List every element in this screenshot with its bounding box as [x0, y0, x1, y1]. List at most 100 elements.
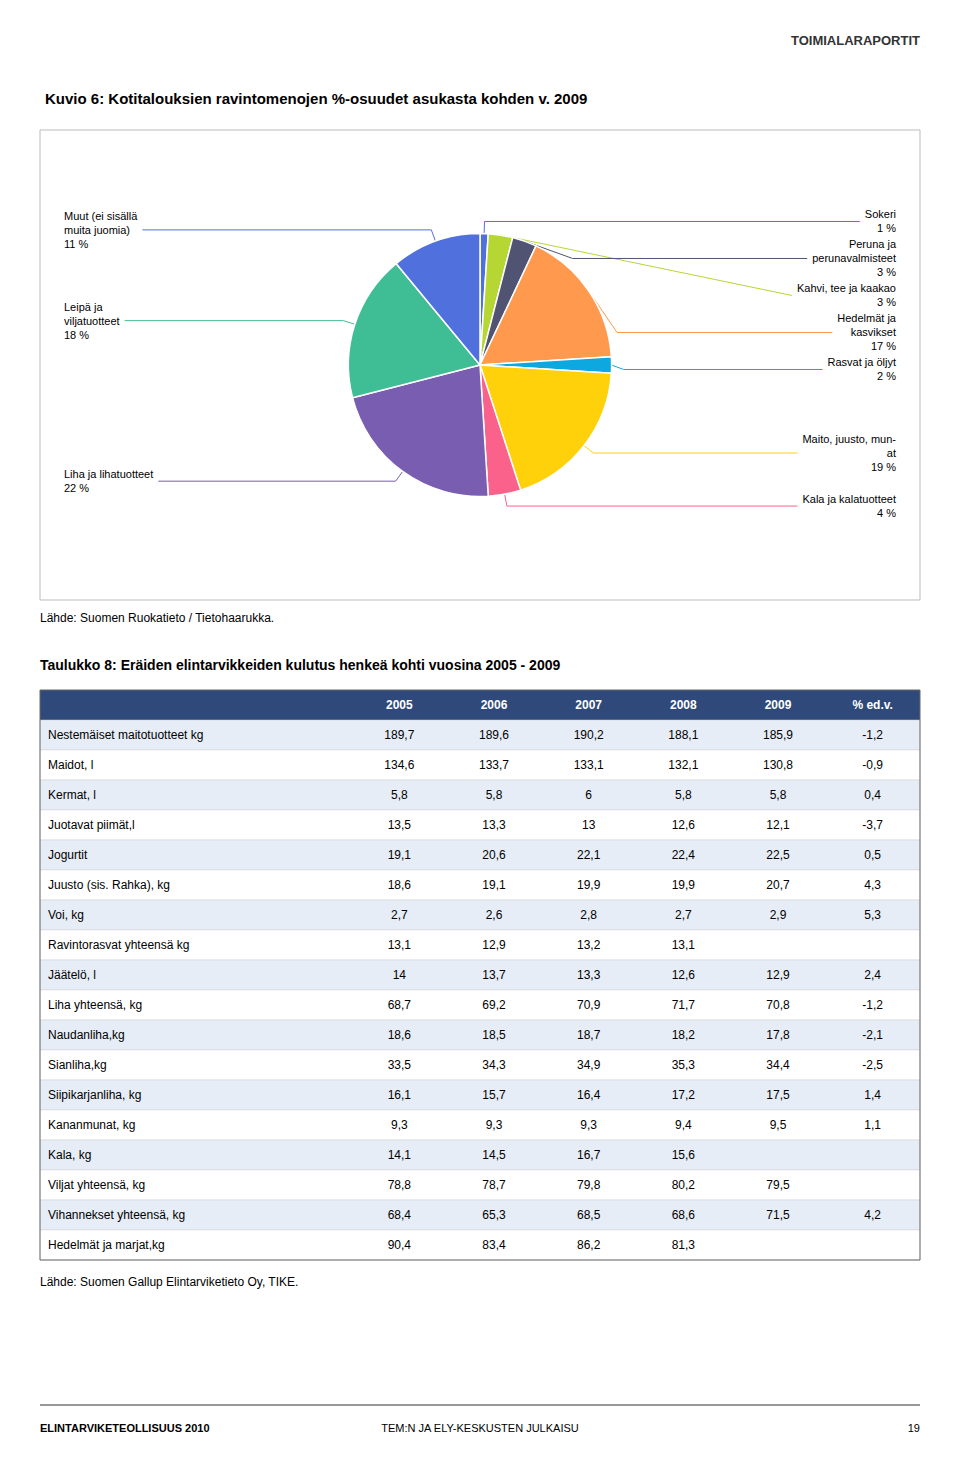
svg-text:16,4: 16,4: [577, 1088, 601, 1102]
svg-text:13,1: 13,1: [388, 938, 412, 952]
svg-text:13,7: 13,7: [482, 968, 506, 982]
svg-text:13,2: 13,2: [577, 938, 601, 952]
svg-text:% ed.v.: % ed.v.: [852, 698, 892, 712]
svg-text:9,4: 9,4: [675, 1118, 692, 1132]
svg-text:Liha ja lihatuotteet: Liha ja lihatuotteet: [64, 468, 153, 480]
svg-text:-0,9: -0,9: [862, 758, 883, 772]
svg-text:2,7: 2,7: [391, 908, 408, 922]
svg-text:9,3: 9,3: [391, 1118, 408, 1132]
svg-text:9,5: 9,5: [770, 1118, 787, 1132]
svg-text:2,4: 2,4: [864, 968, 881, 982]
svg-text:9,3: 9,3: [580, 1118, 597, 1132]
svg-text:Kala ja kalatuotteet: Kala ja kalatuotteet: [802, 493, 896, 505]
svg-text:33,5: 33,5: [388, 1058, 412, 1072]
svg-text:6: 6: [585, 788, 592, 802]
svg-text:15,6: 15,6: [672, 1148, 696, 1162]
svg-text:78,7: 78,7: [482, 1178, 506, 1192]
svg-text:132,1: 132,1: [668, 758, 698, 772]
svg-text:18,7: 18,7: [577, 1028, 601, 1042]
svg-text:2,6: 2,6: [486, 908, 503, 922]
svg-text:68,4: 68,4: [388, 1208, 412, 1222]
svg-text:2007: 2007: [575, 698, 602, 712]
svg-text:5,8: 5,8: [770, 788, 787, 802]
svg-text:65,3: 65,3: [482, 1208, 506, 1222]
svg-text:130,8: 130,8: [763, 758, 793, 772]
svg-text:4,3: 4,3: [864, 878, 881, 892]
svg-text:-1,2: -1,2: [862, 998, 883, 1012]
svg-text:viljatuotteet: viljatuotteet: [64, 315, 120, 327]
svg-text:80,2: 80,2: [672, 1178, 696, 1192]
svg-text:13,5: 13,5: [388, 818, 412, 832]
svg-text:12,6: 12,6: [672, 818, 696, 832]
svg-text:Leipä ja: Leipä ja: [64, 301, 103, 313]
svg-text:20,7: 20,7: [766, 878, 790, 892]
svg-text:4,2: 4,2: [864, 1208, 881, 1222]
svg-text:Viljat yhteensä, kg: Viljat yhteensä, kg: [48, 1178, 145, 1192]
svg-text:22 %: 22 %: [64, 482, 89, 494]
svg-text:1 %: 1 %: [877, 222, 896, 234]
svg-text:-1,2: -1,2: [862, 728, 883, 742]
svg-text:muita juomia): muita juomia): [64, 224, 130, 236]
svg-text:Kermat, l: Kermat, l: [48, 788, 96, 802]
svg-text:19,1: 19,1: [388, 848, 412, 862]
svg-text:14,5: 14,5: [482, 1148, 506, 1162]
svg-text:Vihannekset yhteensä, kg: Vihannekset yhteensä, kg: [48, 1208, 185, 1222]
svg-text:189,6: 189,6: [479, 728, 509, 742]
svg-text:5,8: 5,8: [391, 788, 408, 802]
svg-text:Juusto (sis. Rahka), kg: Juusto (sis. Rahka), kg: [48, 878, 170, 892]
svg-text:Jogurtit: Jogurtit: [48, 848, 88, 862]
svg-text:Naudanliha,kg: Naudanliha,kg: [48, 1028, 125, 1042]
svg-text:Kahvi, tee ja kaakao: Kahvi, tee ja kaakao: [797, 282, 896, 294]
svg-text:Taulukko 8: Eräiden elintarvik: Taulukko 8: Eräiden elintarvikkeiden kul…: [40, 657, 560, 673]
svg-text:TOIMIALARAPORTIT: TOIMIALARAPORTIT: [791, 33, 920, 48]
svg-text:79,5: 79,5: [766, 1178, 790, 1192]
svg-text:134,6: 134,6: [384, 758, 414, 772]
svg-text:-2,5: -2,5: [862, 1058, 883, 1072]
svg-text:16,1: 16,1: [388, 1088, 412, 1102]
svg-text:2,9: 2,9: [770, 908, 787, 922]
svg-text:69,2: 69,2: [482, 998, 506, 1012]
svg-text:81,3: 81,3: [672, 1238, 696, 1252]
svg-text:18,5: 18,5: [482, 1028, 506, 1042]
svg-text:90,4: 90,4: [388, 1238, 412, 1252]
svg-text:12,9: 12,9: [482, 938, 506, 952]
svg-text:5,8: 5,8: [486, 788, 503, 802]
svg-text:13: 13: [582, 818, 596, 832]
svg-text:5,3: 5,3: [864, 908, 881, 922]
svg-text:Ravintorasvat yhteensä kg: Ravintorasvat yhteensä kg: [48, 938, 189, 952]
svg-text:kasvikset: kasvikset: [851, 326, 896, 338]
svg-text:1,4: 1,4: [864, 1088, 881, 1102]
svg-text:2008: 2008: [670, 698, 697, 712]
svg-text:Kuvio 6: Kotitalouksien ravint: Kuvio 6: Kotitalouksien ravintomenojen %…: [45, 90, 587, 107]
svg-text:79,8: 79,8: [577, 1178, 601, 1192]
svg-text:Lähde: Suomen Gallup Elintarvi: Lähde: Suomen Gallup Elintarviketieto Oy…: [40, 1275, 298, 1289]
svg-text:2,8: 2,8: [580, 908, 597, 922]
svg-text:Sokeri: Sokeri: [865, 208, 896, 220]
svg-text:-2,1: -2,1: [862, 1028, 883, 1042]
svg-text:Kala, kg: Kala, kg: [48, 1148, 91, 1162]
svg-text:19,9: 19,9: [672, 878, 696, 892]
svg-text:18,6: 18,6: [388, 878, 412, 892]
svg-text:2005: 2005: [386, 698, 413, 712]
svg-text:Muut (ei sisällä: Muut (ei sisällä: [64, 210, 138, 222]
svg-text:19,1: 19,1: [482, 878, 506, 892]
svg-text:16,7: 16,7: [577, 1148, 601, 1162]
svg-text:188,1: 188,1: [668, 728, 698, 742]
svg-text:3 %: 3 %: [877, 266, 896, 278]
svg-text:35,3: 35,3: [672, 1058, 696, 1072]
svg-text:Kananmunat, kg: Kananmunat, kg: [48, 1118, 135, 1132]
svg-text:Jäätelö, l: Jäätelö, l: [48, 968, 96, 982]
svg-text:17,2: 17,2: [672, 1088, 696, 1102]
svg-text:17 %: 17 %: [871, 340, 896, 352]
svg-text:18,2: 18,2: [672, 1028, 696, 1042]
svg-text:4 %: 4 %: [877, 507, 896, 519]
svg-text:22,5: 22,5: [766, 848, 790, 862]
svg-text:14: 14: [393, 968, 407, 982]
svg-text:70,9: 70,9: [577, 998, 601, 1012]
svg-text:14,1: 14,1: [388, 1148, 412, 1162]
svg-text:19: 19: [908, 1422, 920, 1434]
svg-text:Sianliha,kg: Sianliha,kg: [48, 1058, 107, 1072]
svg-text:Liha yhteensä, kg: Liha yhteensä, kg: [48, 998, 142, 1012]
svg-text:3 %: 3 %: [877, 296, 896, 308]
svg-text:22,1: 22,1: [577, 848, 601, 862]
